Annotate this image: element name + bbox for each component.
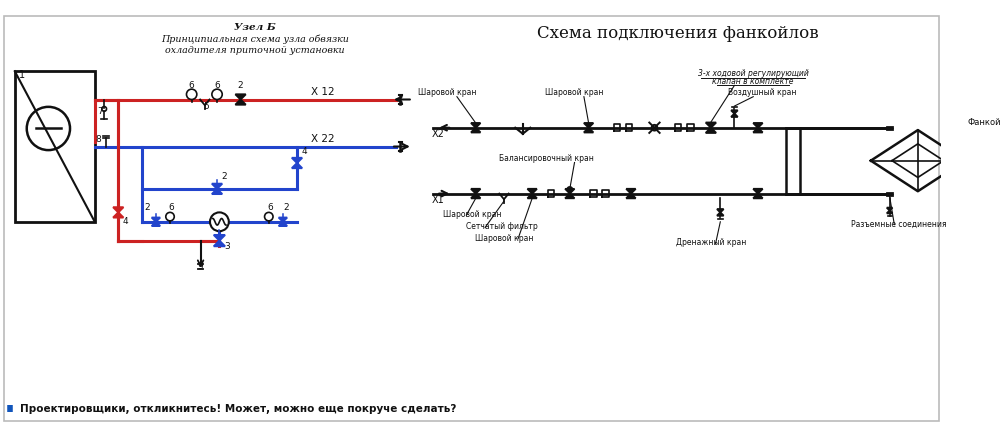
Text: X2: X2 [432, 129, 444, 139]
Polygon shape [471, 123, 480, 128]
Text: 1: 1 [19, 70, 25, 80]
Polygon shape [731, 114, 738, 117]
Polygon shape [717, 212, 724, 216]
Polygon shape [731, 110, 738, 114]
Polygon shape [753, 128, 763, 132]
Text: Проектировщики, откликнитесь! Может, можно еще покруче сделать?: Проектировщики, откликнитесь! Может, мож… [20, 403, 456, 413]
Polygon shape [584, 123, 593, 128]
Polygon shape [565, 194, 575, 198]
Polygon shape [753, 189, 763, 194]
Polygon shape [706, 122, 716, 128]
Text: 2: 2 [222, 173, 227, 181]
Text: Балансировочный кран: Балансировочный кран [499, 154, 594, 163]
Text: 3: 3 [224, 242, 230, 251]
Text: охладителя приточной установки: охладителя приточной установки [165, 46, 344, 55]
Text: 5: 5 [203, 102, 209, 111]
Polygon shape [527, 189, 537, 194]
Polygon shape [113, 212, 123, 218]
Text: Схема подключения фанкойлов: Схема подключения фанкойлов [537, 25, 819, 42]
Polygon shape [279, 222, 287, 226]
Text: клапан в комплекте: клапан в комплекте [712, 76, 794, 86]
Polygon shape [212, 189, 222, 194]
Text: 2: 2 [145, 203, 150, 212]
Polygon shape [235, 94, 246, 100]
Polygon shape [471, 194, 480, 198]
Polygon shape [471, 189, 480, 194]
Circle shape [186, 89, 197, 100]
Polygon shape [214, 241, 225, 246]
Bar [15, 71, 95, 222]
Text: 7: 7 [98, 107, 103, 116]
Polygon shape [753, 194, 763, 198]
Circle shape [212, 89, 222, 100]
Text: Разъемные соединения: Разъемные соединения [851, 219, 947, 229]
Circle shape [166, 212, 174, 221]
Polygon shape [152, 222, 160, 226]
Polygon shape [279, 218, 287, 222]
Text: Узел Б: Узел Б [234, 23, 276, 31]
Polygon shape [565, 189, 575, 194]
Polygon shape [887, 211, 892, 213]
Text: Шаровой кран: Шаровой кран [545, 88, 604, 97]
Text: Дренажный кран: Дренажный кран [676, 238, 746, 247]
Circle shape [210, 212, 229, 231]
Text: 9: 9 [198, 262, 204, 271]
Polygon shape [626, 194, 636, 198]
Polygon shape [113, 207, 123, 212]
Text: 6: 6 [189, 81, 195, 90]
Polygon shape [584, 128, 593, 132]
Polygon shape [214, 235, 225, 241]
Circle shape [265, 212, 273, 221]
Polygon shape [292, 163, 302, 168]
Polygon shape [753, 123, 763, 128]
Text: 2: 2 [238, 81, 243, 90]
Text: Шаровой кран: Шаровой кран [443, 210, 501, 219]
Text: X 12: X 12 [311, 87, 335, 97]
Text: 6: 6 [267, 203, 273, 212]
Polygon shape [235, 100, 246, 105]
Polygon shape [152, 218, 160, 222]
Text: Фанкойл: Фанкойл [968, 118, 1000, 127]
Polygon shape [706, 128, 716, 133]
Text: 8: 8 [96, 135, 101, 144]
Text: 4: 4 [302, 146, 307, 156]
Text: 6: 6 [214, 81, 220, 90]
Polygon shape [887, 208, 892, 211]
Polygon shape [292, 158, 302, 163]
Text: Шаровой кран: Шаровой кран [475, 234, 533, 243]
Text: 2: 2 [283, 203, 289, 212]
Text: Шаровой кран: Шаровой кран [418, 88, 477, 97]
Text: X1: X1 [432, 195, 444, 205]
Polygon shape [212, 184, 222, 189]
Text: 3-х ходовой регулирующий: 3-х ходовой регулирующий [698, 69, 809, 78]
Text: Сетчатый фильтр: Сетчатый фильтр [466, 222, 538, 231]
Text: 4: 4 [123, 217, 129, 225]
Polygon shape [626, 189, 636, 194]
Text: Воздушный кран: Воздушный кран [728, 88, 797, 97]
Polygon shape [471, 128, 480, 132]
Text: Принципиальная схема узла обвязки: Принципиальная схема узла обвязки [161, 35, 349, 44]
Polygon shape [717, 209, 724, 212]
Text: X 22: X 22 [311, 134, 335, 144]
Text: 6: 6 [168, 203, 174, 212]
Polygon shape [527, 194, 537, 198]
